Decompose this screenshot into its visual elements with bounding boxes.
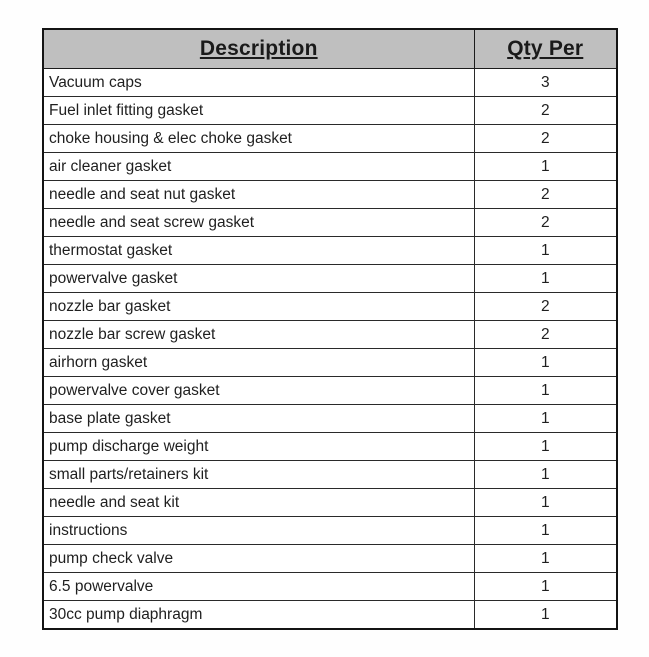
description-cell: nozzle bar gasket <box>42 292 475 321</box>
description-cell: nozzle bar screw gasket <box>42 320 475 349</box>
qty-cell: 1 <box>473 236 618 265</box>
table-row: thermostat gasket 1 <box>42 236 618 265</box>
table-row: Fuel inlet fitting gasket 2 <box>42 96 618 125</box>
table-header-row: Description Qty Per <box>42 28 618 69</box>
qty-cell: 1 <box>473 404 618 433</box>
table-row: small parts/retainers kit 1 <box>42 460 618 489</box>
description-cell: 30cc pump diaphragm <box>42 600 475 630</box>
qty-cell: 1 <box>473 264 618 293</box>
table-row: nozzle bar screw gasket 2 <box>42 320 618 349</box>
description-cell: small parts/retainers kit <box>42 460 475 489</box>
table-row: choke housing & elec choke gasket 2 <box>42 124 618 153</box>
description-cell: airhorn gasket <box>42 348 475 377</box>
qty-cell: 2 <box>473 292 618 321</box>
qty-cell: 1 <box>473 152 618 181</box>
description-cell: Vacuum caps <box>42 68 475 97</box>
qty-cell: 1 <box>473 348 618 377</box>
column-header-description: Description <box>42 28 475 69</box>
table-body: Vacuum caps 3 Fuel inlet fitting gasket 2 ch… <box>42 68 618 630</box>
description-cell: pump discharge weight <box>42 432 475 461</box>
table-row: needle and seat nut gasket 2 <box>42 180 618 209</box>
table-row: nozzle bar gasket 2 <box>42 292 618 321</box>
description-cell: air cleaner gasket <box>42 152 475 181</box>
table-row: air cleaner gasket 1 <box>42 152 618 181</box>
table-row: powervalve cover gasket 1 <box>42 376 618 405</box>
table-row: base plate gasket 1 <box>42 404 618 433</box>
qty-cell: 1 <box>473 432 618 461</box>
description-cell: powervalve gasket <box>42 264 475 293</box>
qty-cell: 1 <box>473 488 618 517</box>
qty-cell: 1 <box>473 572 618 601</box>
table-row: 30cc pump diaphragm 1 <box>42 600 618 630</box>
column-header-qty-per: Qty Per <box>473 28 618 69</box>
qty-cell: 2 <box>473 208 618 237</box>
qty-cell: 1 <box>473 516 618 545</box>
table-row: 6.5 powervalve 1 <box>42 572 618 601</box>
parts-table-container: Description Qty Per Vacuum caps 3 Fuel inl… <box>42 28 618 630</box>
qty-cell: 1 <box>473 600 618 630</box>
description-cell: base plate gasket <box>42 404 475 433</box>
qty-cell: 2 <box>473 96 618 125</box>
qty-cell: 2 <box>473 320 618 349</box>
qty-cell: 1 <box>473 544 618 573</box>
qty-cell: 3 <box>473 68 618 97</box>
table-row: needle and seat screw gasket 2 <box>42 208 618 237</box>
qty-cell: 1 <box>473 376 618 405</box>
table-row: powervalve gasket 1 <box>42 264 618 293</box>
parts-table: Description Qty Per Vacuum caps 3 Fuel inl… <box>42 28 618 630</box>
table-row: Vacuum caps 3 <box>42 68 618 97</box>
description-cell: thermostat gasket <box>42 236 475 265</box>
qty-cell: 2 <box>473 180 618 209</box>
qty-cell: 2 <box>473 124 618 153</box>
description-cell: Fuel inlet fitting gasket <box>42 96 475 125</box>
description-cell: 6.5 powervalve <box>42 572 475 601</box>
description-cell: needle and seat screw gasket <box>42 208 475 237</box>
table-row: pump check valve 1 <box>42 544 618 573</box>
description-cell: choke housing & elec choke gasket <box>42 124 475 153</box>
description-cell: instructions <box>42 516 475 545</box>
table-row: airhorn gasket 1 <box>42 348 618 377</box>
table-row: needle and seat kit 1 <box>42 488 618 517</box>
description-cell: pump check valve <box>42 544 475 573</box>
table-row: instructions 1 <box>42 516 618 545</box>
description-cell: needle and seat nut gasket <box>42 180 475 209</box>
qty-cell: 1 <box>473 460 618 489</box>
table-row: pump discharge weight 1 <box>42 432 618 461</box>
description-cell: needle and seat kit <box>42 488 475 517</box>
description-cell: powervalve cover gasket <box>42 376 475 405</box>
